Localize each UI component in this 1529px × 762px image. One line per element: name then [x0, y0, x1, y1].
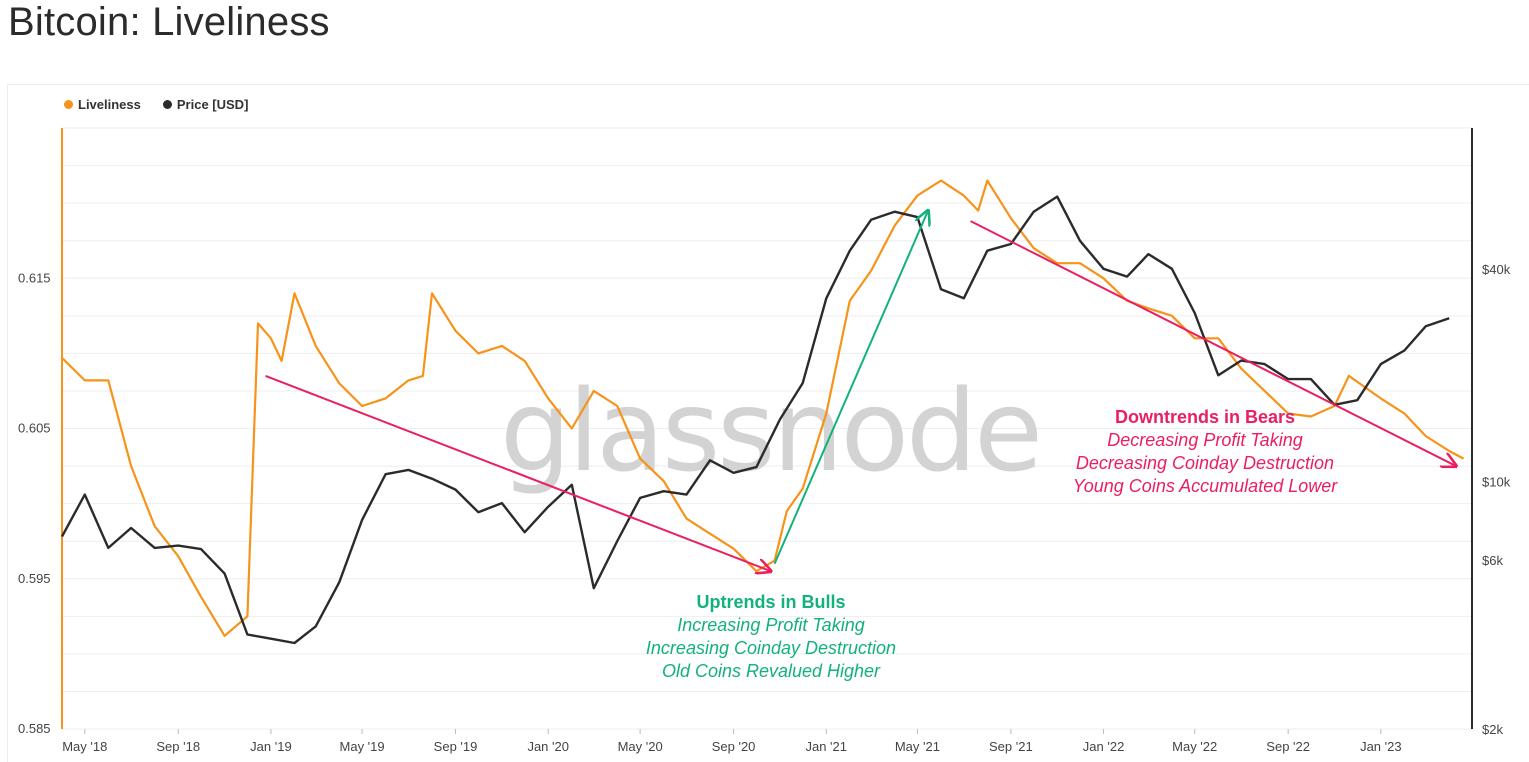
legend-item-price[interactable]: Price [USD]	[162, 97, 249, 112]
annotation-line-uptrend: Old Coins Revalued Higher	[662, 661, 881, 681]
annotation-line-uptrend: Increasing Coinday Destruction	[646, 638, 896, 658]
x-tick-label: Jan '20	[527, 739, 569, 754]
legend-label-liveliness: Liveliness	[78, 97, 141, 112]
arrow-uptrend	[773, 211, 928, 565]
arrow-bear-2019	[265, 374, 771, 571]
annotations: Uptrends in Bulls Increasing Profit Takin…	[265, 211, 1456, 681]
x-tick-label: Jan '22	[1083, 739, 1125, 754]
watermark: glassnode	[500, 367, 1040, 497]
x-tick-label: Jan '19	[250, 739, 292, 754]
arrow-downtrend	[970, 220, 1456, 466]
x-tick-label: May '21	[895, 739, 940, 754]
y-tick-right: $40k	[1482, 262, 1511, 277]
legend-label-price: Price [USD]	[176, 97, 249, 112]
y-tick-right: $10k	[1482, 475, 1511, 490]
annotation-line-downtrend: Decreasing Profit Taking	[1107, 430, 1302, 450]
series-price-line	[60, 195, 1450, 645]
y-tick-right: $6k	[1482, 553, 1503, 568]
legend-dot-liveliness	[64, 100, 73, 109]
x-tick-label: Jan '23	[1360, 739, 1402, 754]
annotation-line-downtrend: Decreasing Coinday Destruction	[1076, 453, 1334, 473]
y-tick-left: 0.595	[18, 571, 51, 586]
chart-frame	[7, 84, 1529, 762]
annotation-title-downtrend: Downtrends in Bears	[1115, 407, 1295, 427]
legend-dot-price	[162, 100, 172, 109]
y-tick-right: $2k	[1482, 722, 1503, 737]
x-tick-label: May '20	[618, 739, 663, 754]
x-tick-label: Jan '21	[805, 739, 847, 754]
annotation-line-downtrend: Young Coins Accumulated Lower	[1073, 476, 1338, 496]
x-tick-label: Sep '20	[712, 739, 756, 754]
x-tick-label: Sep '22	[1266, 739, 1310, 754]
x-tick-label: Sep '19	[434, 739, 478, 754]
x-tick-label: May '18	[62, 739, 107, 754]
annotation-line-uptrend: Increasing Profit Taking	[677, 615, 864, 635]
page-title: Bitcoin: Liveliness	[8, 0, 330, 44]
y-tick-left: 0.585	[18, 721, 51, 736]
x-tick-label: Sep '18	[156, 739, 200, 754]
grid	[62, 127, 1472, 730]
x-tick-label: May '22	[1172, 739, 1217, 754]
annotation-title-uptrend: Uptrends in Bulls	[696, 592, 845, 612]
x-tick-label: May '19	[340, 739, 385, 754]
y-tick-left: 0.615	[18, 270, 51, 285]
y-tick-left: 0.605	[18, 421, 51, 436]
legend: Liveliness Price [USD]	[64, 97, 248, 112]
axes: 0.585 0.595 0.605 0.615 $2k $6k $10k $40k May '1…	[18, 128, 1511, 754]
legend-item-liveliness[interactable]: Liveliness	[64, 97, 141, 112]
x-tick-label: Sep '21	[989, 739, 1033, 754]
